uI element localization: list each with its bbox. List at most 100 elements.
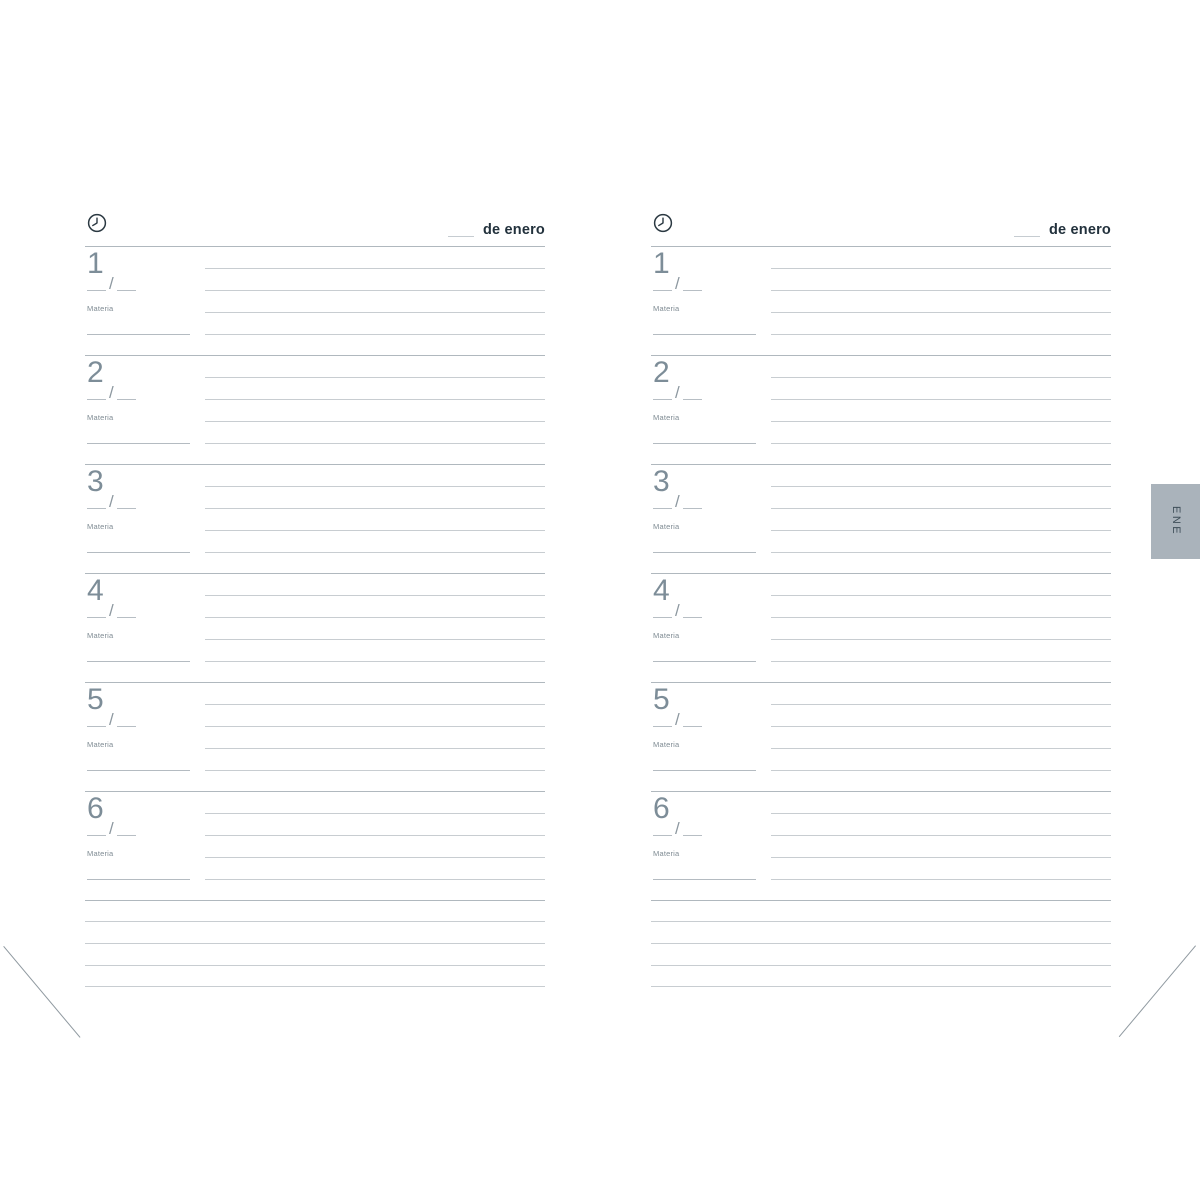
ruled-line [771, 770, 1111, 771]
ruled-line [771, 879, 1111, 880]
subject-label: Materia [653, 413, 680, 422]
ruled-line [85, 943, 545, 944]
period-section: 4 / Materia [651, 573, 1111, 682]
date-month-blank-line [682, 725, 702, 727]
date-month-blank-line [682, 616, 702, 618]
ruled-line [771, 661, 1111, 662]
ruled-line [771, 399, 1111, 400]
period-number: 1 [87, 247, 105, 280]
extra-ruled-lines [85, 900, 545, 992]
date-month-blank-line [116, 616, 136, 618]
ruled-line [771, 486, 1111, 487]
period-number: 2 [87, 356, 105, 389]
date-day-blank-line [653, 616, 672, 618]
ruled-line [205, 813, 545, 814]
subject-label: Materia [653, 631, 680, 640]
ruled-line [771, 334, 1111, 335]
day-number-blank-line [447, 226, 474, 237]
month-label: de enero [1048, 221, 1111, 238]
day-number-blank-line [1013, 226, 1040, 237]
subject-fill-in-line [653, 770, 756, 771]
month-tab-ene: ENE [1151, 484, 1200, 559]
ruled-line [205, 770, 545, 771]
ruled-line [771, 508, 1111, 509]
ruled-line [771, 835, 1111, 836]
subject-fill-in-line [87, 552, 190, 553]
date-day-blank-line [87, 398, 106, 400]
period-number: 5 [653, 683, 671, 716]
date-month-blank-line [116, 725, 136, 727]
ruled-line [205, 639, 545, 640]
subject-label: Materia [653, 304, 680, 313]
planner-page-right: de enero 1 / Materia 2 / Materia 3 [651, 204, 1111, 992]
subject-fill-in-line [87, 661, 190, 662]
period-section: 2 / Materia [651, 355, 1111, 464]
page-header: de enero [651, 204, 1111, 246]
ruled-line [205, 617, 545, 618]
date-month-blank-line [682, 834, 702, 836]
date-month-blank-line [116, 834, 136, 836]
date-fill-in: / [653, 383, 702, 401]
subject-fill-in-line [87, 770, 190, 771]
date-fill-in: / [653, 819, 702, 837]
period-number: 4 [653, 574, 671, 607]
ruled-line [771, 443, 1111, 444]
ruled-line [205, 312, 545, 313]
date-day-blank-line [653, 507, 672, 509]
ruled-line [85, 965, 545, 966]
ruled-line [205, 748, 545, 749]
period-number: 4 [87, 574, 105, 607]
ruled-line [85, 986, 545, 987]
ruled-line [205, 290, 545, 291]
date-separator: / [109, 491, 114, 511]
ruled-line [771, 312, 1111, 313]
date-fill-in: / [87, 819, 136, 837]
date-day-blank-line [87, 616, 106, 618]
date-separator: / [675, 600, 680, 620]
ruled-line [205, 704, 545, 705]
ruled-line [651, 965, 1111, 966]
month-label: de enero [482, 221, 545, 238]
subject-label: Materia [87, 631, 114, 640]
ruled-line [205, 377, 545, 378]
subject-label: Materia [87, 522, 114, 531]
subject-fill-in-line [653, 879, 756, 880]
subject-label: Materia [87, 740, 114, 749]
ruled-line [205, 399, 545, 400]
period-number: 1 [653, 247, 671, 280]
period-number: 2 [653, 356, 671, 389]
period-number: 6 [653, 792, 671, 825]
ruled-line [205, 268, 545, 269]
ruled-line [85, 921, 545, 922]
page-header: de enero [85, 204, 545, 246]
period-section: 6 / Materia [651, 791, 1111, 900]
subject-fill-in-line [653, 661, 756, 662]
date-separator: / [675, 273, 680, 293]
page-corner-edge-left [3, 946, 81, 1038]
date-fill-in: / [87, 274, 136, 292]
ruled-line [771, 595, 1111, 596]
ruled-line [651, 921, 1111, 922]
ruled-line [205, 857, 545, 858]
date-day-blank-line [87, 507, 106, 509]
subject-fill-in-line [653, 443, 756, 444]
date-month-blank-line [116, 289, 136, 291]
period-section: 6 / Materia [85, 791, 545, 900]
ruled-line [771, 748, 1111, 749]
ruled-line [771, 552, 1111, 553]
period-section: 5 / Materia [85, 682, 545, 791]
ruled-line [771, 290, 1111, 291]
ruled-line [205, 661, 545, 662]
ruled-line [651, 943, 1111, 944]
date-fill-in: / [87, 491, 136, 511]
subject-label: Materia [87, 413, 114, 422]
date-month-blank-line [116, 507, 136, 509]
period-number: 3 [653, 465, 671, 498]
period-section: 4 / Materia [85, 573, 545, 682]
ruled-line [771, 530, 1111, 531]
subject-label: Materia [653, 849, 680, 858]
date-day-blank-line [87, 725, 106, 727]
ruled-line [771, 377, 1111, 378]
date-day-blank-line [87, 834, 106, 836]
ruled-line [651, 986, 1111, 987]
